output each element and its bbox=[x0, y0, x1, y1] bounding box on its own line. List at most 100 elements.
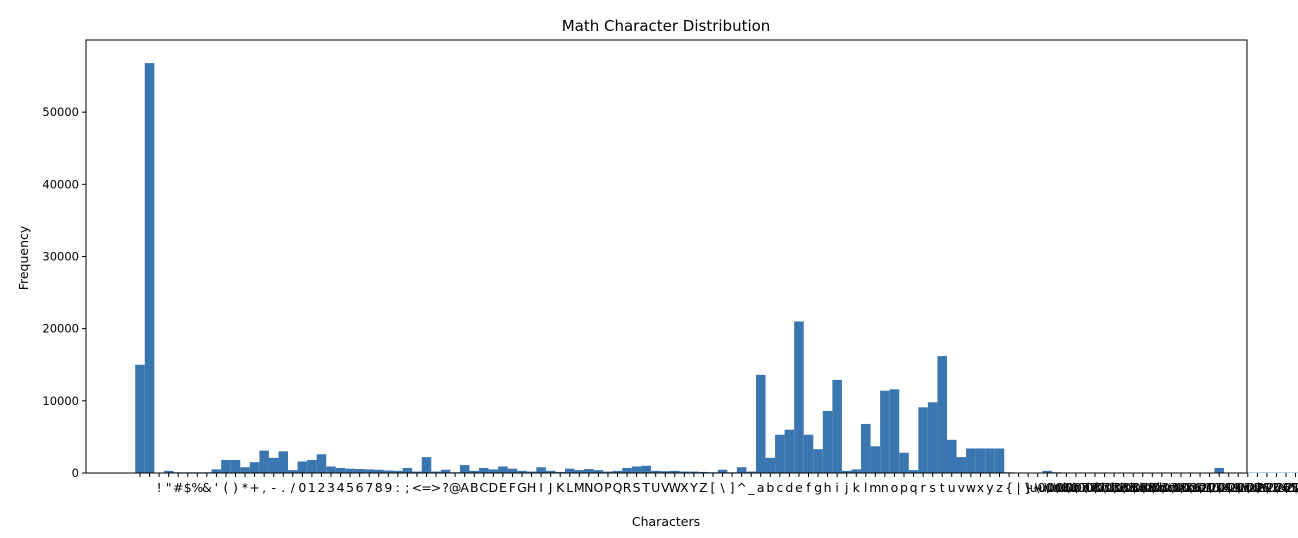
bar bbox=[517, 470, 527, 473]
bar bbox=[249, 462, 260, 473]
x-tick-label: [ bbox=[711, 480, 716, 495]
x-tick-label: - bbox=[271, 480, 276, 495]
bar bbox=[278, 451, 289, 473]
x-tick-label: O bbox=[593, 480, 603, 495]
x-tick-label: N bbox=[584, 480, 593, 495]
bar bbox=[593, 470, 604, 473]
bar bbox=[373, 469, 384, 473]
x-tick-label: m bbox=[869, 480, 881, 495]
bar bbox=[870, 446, 881, 473]
x-tick-label: a bbox=[757, 480, 765, 495]
bar bbox=[803, 434, 814, 473]
x-tick-label: 6 bbox=[356, 480, 364, 495]
x-tick-label: t bbox=[940, 480, 945, 495]
bar bbox=[421, 457, 432, 473]
x-tick-label: n bbox=[881, 480, 889, 495]
bar bbox=[526, 471, 537, 473]
bar bbox=[975, 448, 986, 473]
y-tick-label: 40000 bbox=[42, 177, 79, 191]
x-tick-label: Z bbox=[699, 480, 708, 495]
x-tick-label: T bbox=[641, 480, 650, 495]
bar bbox=[622, 467, 632, 473]
bar bbox=[459, 465, 470, 473]
bar bbox=[364, 469, 374, 473]
bar bbox=[259, 450, 269, 473]
x-tick-label: G bbox=[517, 480, 527, 495]
x-tick-label: \u2264 bbox=[1245, 480, 1289, 495]
x-tick-label: h bbox=[824, 480, 832, 495]
y-tick-label: 10000 bbox=[42, 394, 79, 408]
x-tick-label: + bbox=[249, 480, 259, 495]
bar bbox=[612, 470, 623, 473]
x-tick-label: L bbox=[566, 480, 573, 495]
x-tick-label: \u03b1 bbox=[1073, 480, 1117, 495]
x-tick-label: \ bbox=[720, 480, 725, 495]
x-tick-label: \u221a bbox=[1264, 480, 1298, 495]
x-tick-label: s bbox=[929, 480, 936, 495]
bar bbox=[698, 471, 709, 473]
bar bbox=[956, 457, 967, 473]
x-tick-label: C bbox=[479, 480, 488, 495]
bar bbox=[861, 423, 871, 473]
x-tick-label: ( bbox=[224, 480, 229, 495]
x-tick-label: & bbox=[202, 480, 212, 495]
bar bbox=[946, 439, 957, 473]
x-tick-label: 9 bbox=[384, 480, 392, 495]
y-tick-label: 20000 bbox=[42, 322, 79, 336]
bar bbox=[822, 410, 833, 473]
bar bbox=[307, 460, 317, 473]
x-tick-label: o bbox=[891, 480, 899, 495]
x-tick-label: \u201d bbox=[1216, 480, 1260, 495]
bar bbox=[545, 470, 556, 473]
bar bbox=[755, 374, 766, 473]
bar bbox=[765, 457, 776, 473]
x-tick-label: \u00b0 bbox=[1035, 480, 1079, 495]
x-axis: ! " # $ %& ' () * +, -. /0 1 2 3 4 5 6 7 8 9:; < = >? @ A B C D E F G H… bbox=[139, 473, 1298, 495]
x-tick-label: I bbox=[539, 480, 543, 495]
x-tick-label: e bbox=[795, 480, 803, 495]
bar bbox=[746, 471, 756, 473]
bar bbox=[899, 452, 909, 473]
x-tick-label: D bbox=[489, 480, 499, 495]
bar bbox=[345, 468, 355, 473]
x-tick-label: 0 bbox=[298, 480, 306, 495]
plot-frame bbox=[85, 39, 1248, 474]
x-tick-label: \u03bc bbox=[1131, 480, 1174, 495]
x-axis-label: Characters bbox=[632, 514, 700, 529]
bar bbox=[966, 448, 976, 473]
x-tick-label: \u00b2 bbox=[1293, 480, 1298, 495]
chart-title: Math Character Distribution bbox=[562, 17, 771, 35]
x-tick-label: i bbox=[835, 480, 838, 495]
bars-group bbox=[135, 63, 1298, 474]
x-tick-label: f bbox=[806, 480, 811, 495]
bar bbox=[650, 470, 661, 473]
x-tick-label: < bbox=[412, 480, 422, 495]
x-tick-label: X bbox=[680, 480, 689, 495]
bar bbox=[288, 470, 298, 473]
x-tick-label: . bbox=[281, 480, 285, 495]
x-tick-label: H bbox=[527, 480, 536, 495]
x-tick-label: \u00d7 bbox=[1054, 480, 1098, 495]
x-tick-label: \u03c0 bbox=[1140, 480, 1183, 495]
x-tick-label: ) bbox=[233, 480, 238, 495]
bar bbox=[1042, 470, 1053, 473]
x-tick-label: c bbox=[776, 480, 783, 495]
x-tick-label: r bbox=[921, 480, 927, 495]
x-tick-label: \u03b4 bbox=[1102, 480, 1146, 495]
bar bbox=[536, 467, 546, 473]
x-tick-label: > bbox=[431, 480, 441, 495]
bar bbox=[813, 449, 823, 473]
bar bbox=[1214, 467, 1224, 473]
x-tick-label: p bbox=[900, 480, 908, 495]
bar bbox=[268, 457, 279, 473]
x-tick-label: ! bbox=[157, 480, 162, 495]
x-tick-label: A bbox=[460, 480, 469, 495]
x-tick-label: ~ bbox=[1032, 480, 1042, 495]
x-tick-label: 2 bbox=[317, 480, 325, 495]
x-tick-label: U bbox=[651, 480, 660, 495]
bar bbox=[297, 461, 308, 473]
bar bbox=[851, 469, 862, 473]
x-tick-label: \u221e bbox=[1274, 480, 1298, 495]
bar bbox=[135, 364, 145, 473]
